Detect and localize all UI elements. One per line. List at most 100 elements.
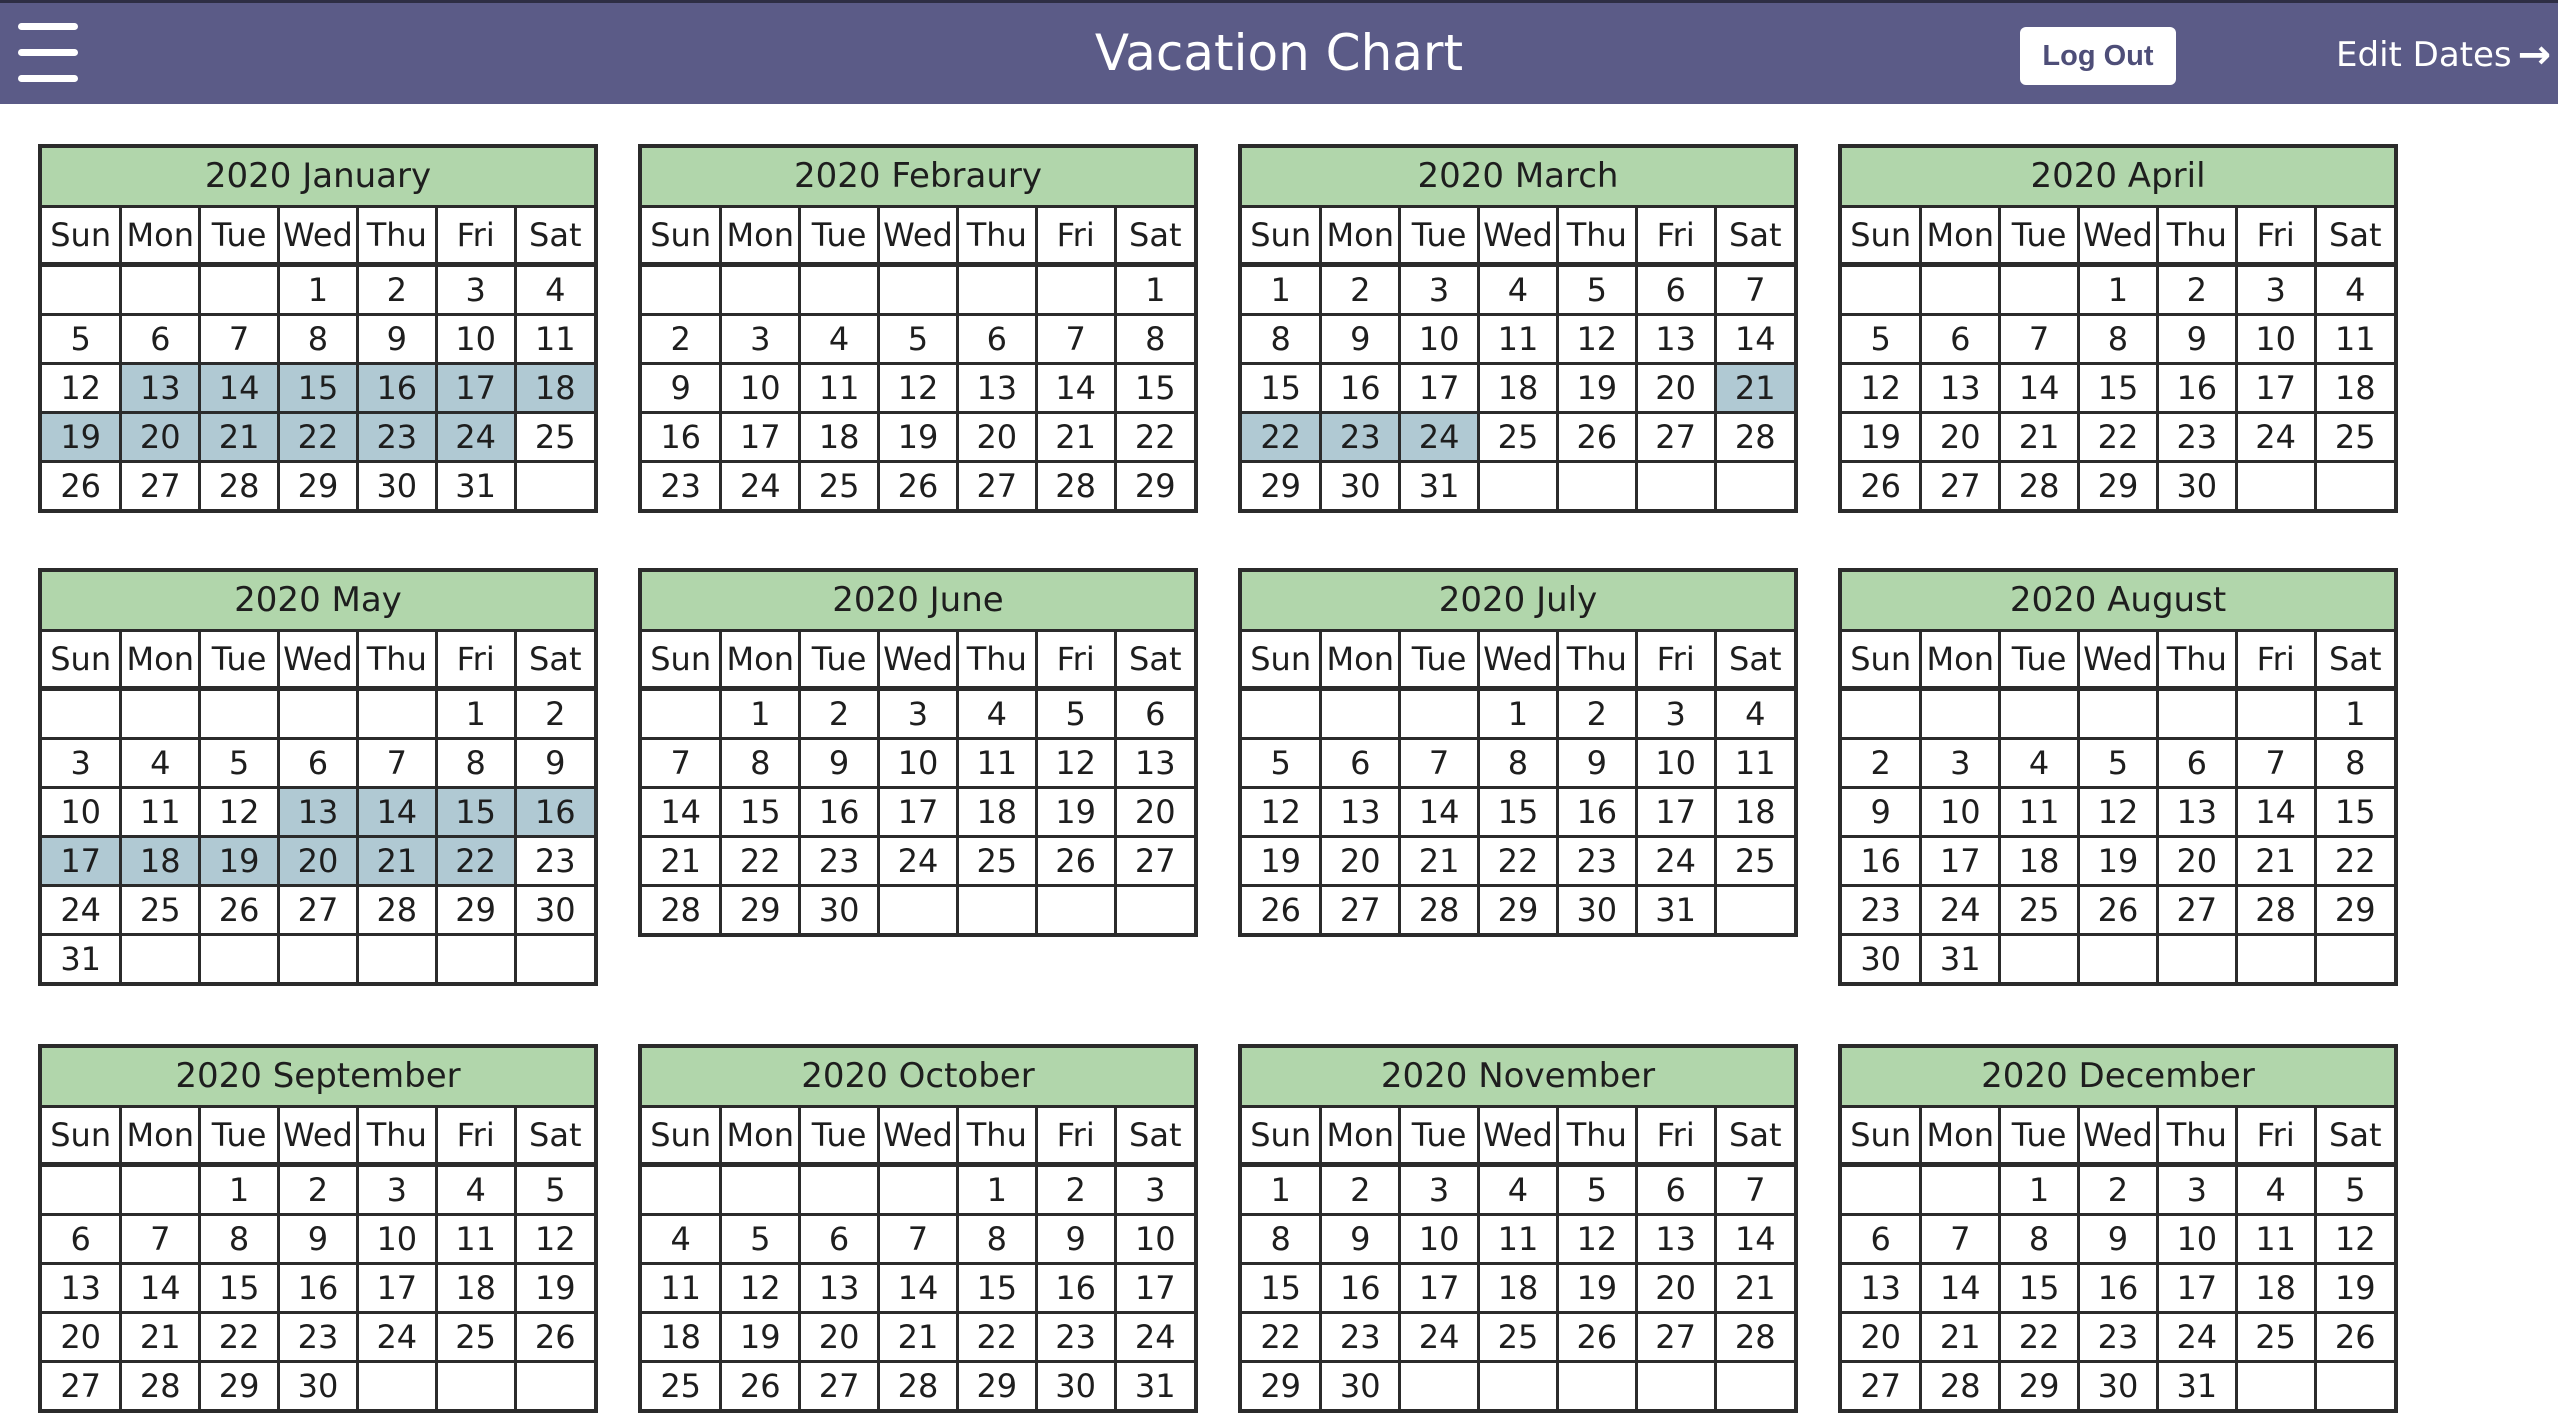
day-cell[interactable]: 30 [513,884,594,936]
day-cell[interactable]: 2 [355,263,438,316]
day-cell[interactable]: 1 [1477,687,1559,740]
day-cell[interactable]: 24 [2234,411,2317,463]
day-cell[interactable]: 10 [1398,313,1481,365]
day-cell[interactable]: 9 [513,737,594,789]
day-cell[interactable]: 6 [1113,687,1194,740]
day-cell[interactable]: 16 [1555,786,1638,838]
day-cell[interactable]: 8 [434,737,517,789]
day-cell[interactable]: 25 [1477,1311,1559,1363]
day-cell[interactable]: 6 [277,737,359,789]
day-cell[interactable]: 17 [1398,362,1481,414]
day-cell[interactable]: 17 [1113,1262,1194,1314]
day-cell[interactable]: 29 [719,884,802,933]
vacation-day-cell[interactable]: 14 [355,786,438,838]
day-cell[interactable]: 13 [1113,737,1194,789]
day-cell[interactable]: 9 [2155,313,2238,365]
day-cell[interactable]: 29 [277,460,359,509]
day-cell[interactable]: 22 [1113,411,1194,463]
day-cell[interactable]: 25 [798,460,881,509]
day-cell[interactable]: 23 [642,460,723,509]
day-cell[interactable]: 17 [1919,835,2002,887]
day-cell[interactable]: 14 [1713,313,1794,365]
day-cell[interactable]: 17 [1398,1262,1481,1314]
vacation-day-cell[interactable]: 13 [119,362,202,414]
day-cell[interactable]: 7 [642,737,723,789]
vacation-day-cell[interactable]: 21 [355,835,438,887]
day-cell[interactable]: 8 [2313,737,2394,789]
day-cell[interactable]: 6 [955,313,1038,365]
day-cell[interactable]: 29 [1242,1360,1323,1409]
day-cell[interactable]: 14 [1398,786,1481,838]
day-cell[interactable]: 27 [277,884,359,936]
day-cell[interactable]: 26 [2077,884,2159,936]
day-cell[interactable]: 31 [42,933,123,982]
vacation-day-cell[interactable]: 22 [434,835,517,887]
day-cell[interactable]: 25 [434,1311,517,1363]
day-cell[interactable]: 18 [798,411,881,463]
day-cell[interactable]: 28 [1713,1311,1794,1363]
day-cell[interactable]: 16 [642,411,723,463]
day-cell[interactable]: 3 [877,687,959,740]
day-cell[interactable]: 30 [1555,884,1638,933]
day-cell[interactable]: 24 [1398,1311,1481,1363]
day-cell[interactable]: 17 [355,1262,438,1314]
day-cell[interactable]: 30 [1319,460,1402,509]
day-cell[interactable]: 17 [2155,1262,2238,1314]
day-cell[interactable]: 4 [2234,1163,2317,1216]
day-cell[interactable]: 27 [1319,884,1402,933]
day-cell[interactable]: 12 [1842,362,1923,414]
vacation-day-cell[interactable]: 15 [277,362,359,414]
day-cell[interactable]: 28 [1998,460,2081,509]
day-cell[interactable]: 22 [1998,1311,2081,1363]
day-cell[interactable]: 14 [877,1262,959,1314]
day-cell[interactable]: 29 [1477,884,1559,933]
day-cell[interactable]: 11 [642,1262,723,1314]
day-cell[interactable]: 24 [877,835,959,887]
day-cell[interactable]: 8 [277,313,359,365]
day-cell[interactable]: 20 [1634,362,1717,414]
day-cell[interactable]: 30 [1842,933,1923,982]
vacation-day-cell[interactable]: 22 [277,411,359,463]
day-cell[interactable]: 10 [1919,786,2002,838]
day-cell[interactable]: 26 [198,884,281,936]
day-cell[interactable]: 16 [798,786,881,838]
day-cell[interactable]: 7 [1998,313,2081,365]
day-cell[interactable]: 24 [42,884,123,936]
day-cell[interactable]: 11 [1477,1213,1559,1265]
day-cell[interactable]: 18 [1477,1262,1559,1314]
day-cell[interactable]: 1 [2313,687,2394,740]
day-cell[interactable]: 25 [1713,835,1794,887]
day-cell[interactable]: 14 [2234,786,2317,838]
day-cell[interactable]: 10 [1113,1213,1194,1265]
day-cell[interactable]: 31 [2155,1360,2238,1409]
day-cell[interactable]: 4 [434,1163,517,1216]
day-cell[interactable]: 21 [1034,411,1117,463]
day-cell[interactable]: 25 [1477,411,1559,463]
day-cell[interactable]: 6 [1319,737,1402,789]
day-cell[interactable]: 1 [198,1163,281,1216]
day-cell[interactable]: 31 [1398,460,1481,509]
day-cell[interactable]: 7 [1713,1163,1794,1216]
day-cell[interactable]: 19 [2077,835,2159,887]
day-cell[interactable]: 11 [119,786,202,838]
vacation-day-cell[interactable]: 13 [277,786,359,838]
day-cell[interactable]: 2 [1319,263,1402,316]
day-cell[interactable]: 13 [2155,786,2238,838]
day-cell[interactable]: 18 [1477,362,1559,414]
vacation-day-cell[interactable]: 23 [1319,411,1402,463]
day-cell[interactable]: 6 [798,1213,881,1265]
day-cell[interactable]: 5 [2313,1163,2394,1216]
day-cell[interactable]: 28 [198,460,281,509]
day-cell[interactable]: 2 [642,313,723,365]
day-cell[interactable]: 3 [355,1163,438,1216]
day-cell[interactable]: 23 [1034,1311,1117,1363]
day-cell[interactable]: 11 [2234,1213,2317,1265]
day-cell[interactable]: 29 [2077,460,2159,509]
day-cell[interactable]: 21 [1713,1262,1794,1314]
day-cell[interactable]: 8 [198,1213,281,1265]
day-cell[interactable]: 22 [1477,835,1559,887]
day-cell[interactable]: 17 [2234,362,2317,414]
day-cell[interactable]: 30 [1034,1360,1117,1409]
day-cell[interactable]: 3 [1919,737,2002,789]
day-cell[interactable]: 11 [1998,786,2081,838]
